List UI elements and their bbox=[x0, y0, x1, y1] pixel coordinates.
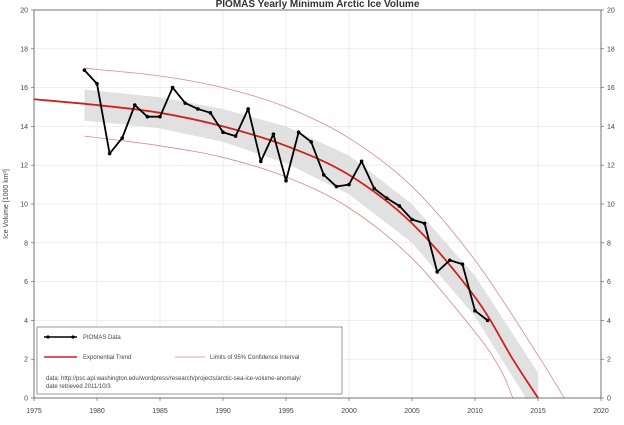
y-tick-label-right: 6 bbox=[607, 279, 611, 286]
y-axis-ticks-left: 0 2 4 6 8 10 12 14 16 18 20 bbox=[20, 8, 34, 403]
y-tick-label: 2 bbox=[24, 357, 28, 364]
y-tick-label: 6 bbox=[24, 279, 28, 286]
y-tick-label-right: 10 bbox=[607, 202, 615, 209]
y-tick-label-right: 14 bbox=[607, 124, 615, 131]
data-point bbox=[82, 68, 87, 72]
data-point bbox=[246, 107, 250, 111]
data-point bbox=[372, 186, 377, 191]
legend-label-confidence: Limits of 95% Confidence Interval bbox=[210, 355, 299, 361]
legend-note-date: date retrieved 2011/10/3 bbox=[46, 384, 111, 390]
data-point bbox=[460, 262, 465, 266]
exponential-trend-line bbox=[34, 98, 540, 398]
y-tick-label: 4 bbox=[24, 318, 28, 325]
y-tick-label: 8 bbox=[24, 240, 28, 247]
data-point bbox=[485, 318, 490, 323]
x-tick-label: 1990 bbox=[215, 408, 231, 415]
legend: PIOMAS Data Exponential Trend Limits of … bbox=[36, 326, 343, 395]
y-tick-label: 14 bbox=[20, 124, 28, 131]
legend-box bbox=[36, 326, 343, 395]
data-point bbox=[322, 173, 326, 177]
data-point bbox=[334, 184, 339, 189]
data-point bbox=[296, 130, 301, 135]
x-tick-label: 2020 bbox=[593, 408, 609, 415]
legend-marker bbox=[46, 335, 50, 339]
x-tick-label: 2010 bbox=[467, 408, 483, 415]
x-tick-label: 2005 bbox=[404, 408, 420, 415]
data-point bbox=[271, 132, 276, 136]
confidence-upper-line bbox=[84, 67, 565, 398]
y-tick-label: 10 bbox=[20, 202, 28, 209]
data-point bbox=[259, 159, 263, 164]
data-point bbox=[221, 130, 225, 135]
x-tick-label: 1980 bbox=[89, 408, 105, 415]
y-axis-label: Ice Volume [1000 km³] bbox=[3, 169, 10, 239]
y-tick-label-right: 18 bbox=[607, 46, 615, 53]
y-tick-label: 16 bbox=[20, 85, 28, 92]
confidence-lower-line bbox=[84, 135, 514, 398]
y-tick-label-right: 8 bbox=[607, 240, 611, 247]
data-point bbox=[107, 151, 112, 156]
data-point bbox=[385, 196, 389, 200]
x-tick-label: 2000 bbox=[341, 408, 357, 415]
y-tick-label-right: 12 bbox=[607, 163, 615, 170]
x-axis-ticks: 1975 1980 1985 1990 1995 2000 2005 2010 2015 2020 bbox=[26, 398, 609, 415]
data-point bbox=[284, 178, 288, 183]
x-tick-label: 1995 bbox=[278, 408, 294, 415]
data-point bbox=[435, 270, 440, 274]
y-tick-label-right: 16 bbox=[607, 85, 615, 92]
chart-title: PIOMAS Yearly Minimum Arctic Ice Volume bbox=[216, 0, 420, 10]
y-tick-label: 20 bbox=[20, 8, 28, 15]
data-point bbox=[397, 204, 402, 208]
data-point bbox=[170, 85, 175, 90]
data-markers bbox=[82, 68, 490, 323]
data-point bbox=[196, 107, 200, 111]
legend-note-source: data: http://psc.apl.washington.edu/word… bbox=[46, 376, 301, 382]
legend-marker bbox=[71, 335, 75, 339]
data-point bbox=[233, 134, 238, 138]
data-point bbox=[347, 182, 351, 187]
data-point bbox=[120, 136, 124, 140]
legend-label-piomas: PIOMAS Data bbox=[83, 335, 121, 341]
data-point bbox=[473, 308, 477, 313]
data-point bbox=[359, 159, 364, 164]
data-point bbox=[422, 221, 427, 226]
legend-label-trend: Exponential Trend bbox=[83, 355, 131, 361]
data-point bbox=[410, 217, 414, 222]
y-tick-label: 12 bbox=[20, 163, 28, 170]
data-point bbox=[448, 258, 452, 263]
data-point bbox=[158, 114, 162, 119]
y-tick-label-right: 2 bbox=[607, 357, 611, 364]
data-point bbox=[183, 101, 187, 105]
data-point bbox=[145, 114, 150, 119]
y-axis-ticks-right: 0 2 4 6 8 10 12 14 16 18 20 bbox=[601, 8, 615, 403]
data-point bbox=[133, 103, 137, 107]
x-tick-label: 1985 bbox=[152, 408, 168, 415]
data-point bbox=[208, 111, 213, 115]
y-tick-label-right: 4 bbox=[607, 318, 611, 325]
y-tick-label: 18 bbox=[20, 46, 28, 53]
data-point bbox=[309, 140, 314, 144]
y-tick-label: 0 bbox=[24, 396, 28, 403]
data-point bbox=[95, 81, 99, 86]
x-tick-label: 2015 bbox=[530, 408, 546, 415]
y-tick-label-right: 0 bbox=[607, 396, 611, 403]
x-tick-label: 1975 bbox=[26, 408, 42, 415]
y-tick-label-right: 20 bbox=[607, 8, 615, 15]
